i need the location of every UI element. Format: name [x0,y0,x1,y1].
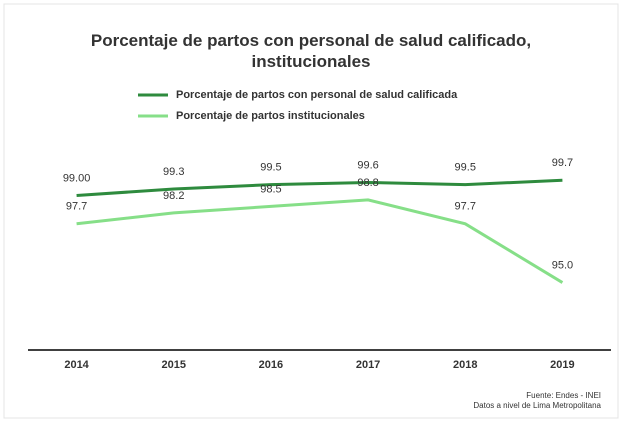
legend-label: Porcentaje de partos institucionales [176,110,365,122]
series-line [76,178,563,198]
data-label: 99.3 [163,166,184,178]
x-tick-label: 2017 [356,359,380,371]
x-tick-label: 2015 [162,359,186,371]
data-label: 99.6 [357,159,378,171]
card [3,3,619,419]
data-label: 98.5 [260,183,281,195]
x-tick-label: 2018 [453,359,477,371]
chart-title: Porcentaje de partos con personal de sal… [91,31,531,71]
series-line [76,198,564,284]
data-label: 99.7 [552,157,573,169]
x-tick-label: 2019 [550,359,574,371]
data-label: 97.7 [455,201,476,213]
footnote: Datos a nivel de Lima Metropolitana [473,401,601,410]
data-label: 99.5 [260,162,281,174]
x-tick-label: 2016 [259,359,283,371]
data-label: 98.2 [163,190,184,202]
legend-label: Porcentaje de partos con personal de sal… [176,89,458,101]
data-label: 99.5 [455,162,476,174]
data-label: 97.7 [66,201,87,213]
footnote: Fuente: Endes - INEI [526,391,601,400]
x-tick-label: 2014 [64,359,89,371]
data-label: 95.0 [552,259,573,271]
data-label: 99.00 [63,172,91,184]
data-label: 98.8 [357,177,378,189]
